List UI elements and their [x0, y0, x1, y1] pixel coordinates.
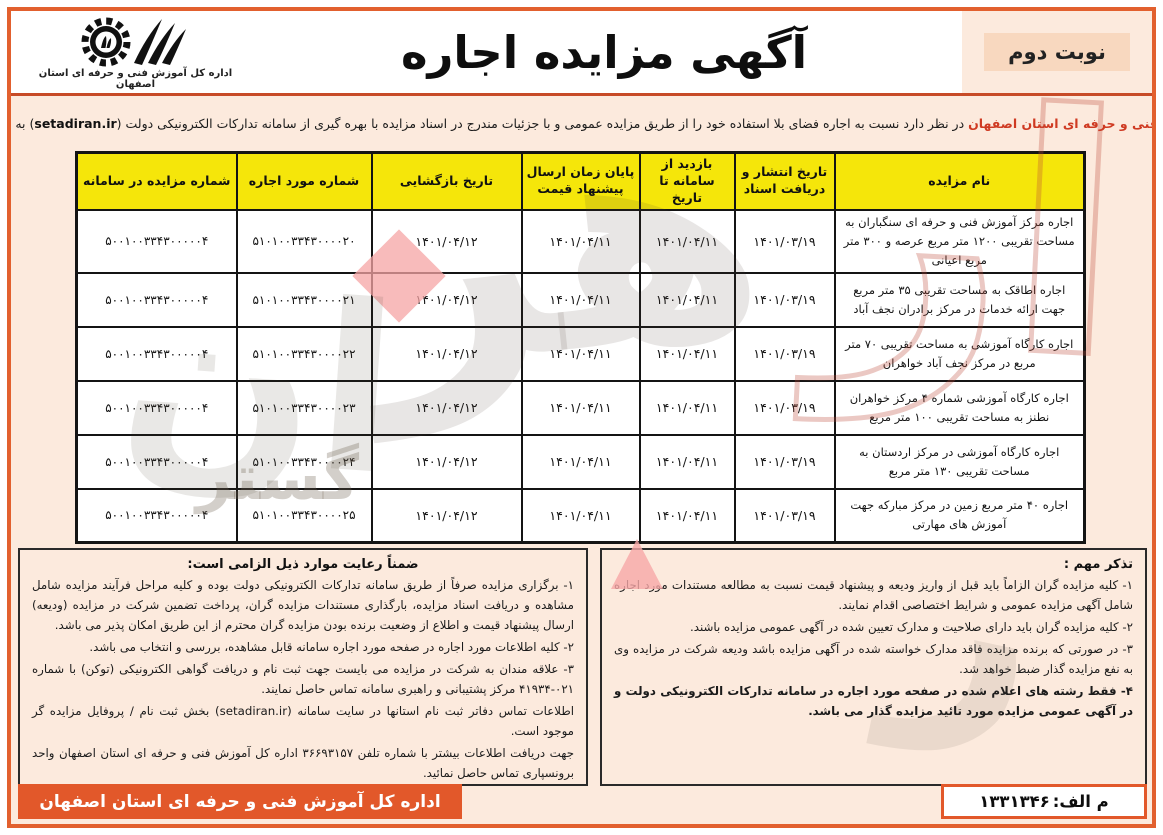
header-auction-name: نام مزایده	[833, 151, 1086, 211]
setadiran-site-text: setadiran.ir	[34, 115, 117, 131]
auction-number-cell: ۵۰۰۱۰۰۳۳۴۳۰۰۰۰۰۴	[75, 325, 238, 382]
bid-deadline-cell: ۱۴۰۱/۰۴/۱۱	[520, 433, 641, 490]
publish-date-cell: ۱۴۰۱/۰۳/۱۹	[733, 379, 836, 436]
condition-item: ۱- برگزاری مزایده صرفاً از طریق سامانه ت…	[32, 578, 574, 633]
remark-item: ۳- در صورتی که برنده مزایده فاقد مدارک خ…	[614, 642, 1133, 677]
mandatory-conditions-block: ضمناً رعایت موارد ذیل الزامی است: ۱- برگ…	[18, 548, 588, 786]
opening-date-cell: ۱۴۰۱/۰۴/۱۲	[370, 271, 523, 328]
header-auction-number: شماره مزایده در سامانه	[75, 151, 238, 211]
auction-number-cell: ۵۰۰۱۰۰۳۳۴۳۰۰۰۰۰۴	[75, 433, 238, 490]
opening-date-cell: ۱۴۰۱/۰۴/۱۲	[370, 379, 523, 436]
opening-date-cell: ۱۴۰۱/۰۴/۱۲	[370, 433, 523, 490]
header: اداره کل آموزش فنی و حرفه ای استان اصفها…	[11, 11, 1152, 96]
auction-table: نام مزایده تاریخ انتشار و دریافت اسناد ب…	[75, 151, 1086, 545]
rent-item-number-cell: ۵۱۰۱۰۰۳۳۴۳۰۰۰۰۲۲	[235, 325, 373, 382]
auction-number-cell: ۵۰۰۱۰۰۳۳۴۳۰۰۰۰۰۴	[75, 271, 238, 328]
visit-date-cell: ۱۴۰۱/۰۴/۱۱	[638, 325, 736, 382]
publish-date-cell: ۱۴۰۱/۰۳/۱۹	[733, 271, 836, 328]
bid-deadline-cell: ۱۴۰۱/۰۴/۱۱	[520, 379, 641, 436]
rent-item-number-cell: ۵۱۰۱۰۰۳۳۴۳۰۰۰۰۲۰	[235, 208, 373, 274]
header-publish-date: تاریخ انتشار و دریافت اسناد	[733, 151, 836, 211]
visit-date-cell: ۱۴۰۱/۰۴/۱۱	[638, 487, 736, 544]
org-logo: اداره کل آموزش فنی و حرفه ای استان اصفها…	[33, 15, 238, 90]
auction-number-cell: ۵۰۰۱۰۰۳۳۴۳۰۰۰۰۰۴	[75, 379, 238, 436]
visit-date-cell: ۱۴۰۱/۰۴/۱۱	[638, 433, 736, 490]
publish-date-cell: ۱۴۰۱/۰۳/۱۹	[733, 487, 836, 544]
header-bid-deadline: پایان زمان ارسال پیشنهاد قیمت	[520, 151, 641, 211]
opening-date-cell: ۱۴۰۱/۰۴/۱۲	[370, 325, 523, 382]
condition-item: ۳- علاقه مندان به شرکت در مزایده می بایس…	[32, 662, 574, 697]
remark-item: ۲- کلیه مزایده گران باید دارای صلاحیت و …	[690, 620, 1133, 635]
auction-number-cell: ۵۰۰۱۰۰۳۳۴۳۰۰۰۰۰۴	[75, 487, 238, 544]
publish-date-cell: ۱۴۰۱/۰۳/۱۹	[733, 208, 836, 274]
important-remarks-block: تذکر مهم : ۱- کلیه مزایده گران الزاماً ب…	[600, 548, 1147, 786]
bid-deadline-cell: ۱۴۰۱/۰۴/۱۱	[520, 325, 641, 382]
intro-tail: ) به شرح ذیل اقدام نماید.	[11, 115, 35, 131]
condition-item: اطلاعات تماس دفاتر ثبت نام استانها در سا…	[32, 704, 574, 739]
auction-name-cell: اجاره ۴۰ متر مربع زمین در مرکز مبارکه جه…	[833, 487, 1086, 544]
auction-name-cell: اجاره کارگاه آموزشی در مرکز اردستان به م…	[833, 433, 1086, 490]
rent-item-number-cell: ۵۱۰۱۰۰۳۳۴۳۰۰۰۰۲۵	[235, 487, 373, 544]
header-visit-date: بازدید از سامانه تا تاریخ	[638, 151, 736, 211]
opening-date-cell: ۱۴۰۱/۰۴/۱۲	[370, 208, 523, 274]
visit-date-cell: ۱۴۰۱/۰۴/۱۱	[638, 208, 736, 274]
ad-frame: اداره کل آموزش فنی و حرفه ای استان اصفها…	[7, 7, 1156, 828]
footer-org-bar: اداره کل آموزش فنی و حرفه ای استان اصفها…	[18, 784, 462, 819]
publish-date-cell: ۱۴۰۱/۰۳/۱۹	[733, 325, 836, 382]
edition-badge: نوبت دوم	[984, 33, 1130, 71]
intro-body: در نظر دارد نسبت به اجاره فضای بلا استفا…	[116, 115, 969, 131]
header-rent-item-number: شماره مورد اجاره	[235, 151, 373, 211]
gear-hand-logo-icon	[81, 17, 186, 67]
bid-deadline-cell: ۱۴۰۱/۰۴/۱۱	[520, 487, 641, 544]
mandatory-conditions-title: ضمناً رعایت موارد ذیل الزامی است:	[187, 557, 419, 572]
auction-name-cell: اجاره اطاقک به مساحت تقریبی ۳۵ متر مربع …	[833, 271, 1086, 328]
table-row: اجاره کارگاه آموزشی به مساحت تقریبی ۷۰ م…	[75, 325, 1086, 382]
opening-date-cell: ۱۴۰۱/۰۴/۱۲	[370, 487, 523, 544]
condition-item: ۲- کلیه اطلاعات مورد اجاره در صفحه مورد …	[89, 640, 574, 655]
visit-date-cell: ۱۴۰۱/۰۴/۱۱	[638, 271, 736, 328]
important-remarks-title: تذکر مهم :	[1063, 557, 1133, 572]
condition-item: جهت دریافت اطلاعات بیشتر با شماره تلفن ۳…	[32, 746, 574, 781]
publish-date-cell: ۱۴۰۱/۰۳/۱۹	[733, 433, 836, 490]
intro-row: اداره کل آموزش فنی و حرفه ای استان اصفها…	[11, 99, 1152, 147]
edition-zone: نوبت دوم	[962, 11, 1152, 93]
visit-date-cell: ۱۴۰۱/۰۴/۱۱	[638, 379, 736, 436]
header-opening-date: تاریخ بازگشایی	[370, 151, 523, 211]
page-title: آگهی مزایده اجاره	[400, 25, 808, 79]
table-row: اجاره کارگاه آموزشی در مرکز اردستان به م…	[75, 433, 1086, 490]
table-row: اجاره اطاقک به مساحت تقریبی ۳۵ متر مربع …	[75, 271, 1086, 328]
auction-name-cell: اجاره کارگاه آموزشی شماره ۴ مرکز خواهران…	[833, 379, 1086, 436]
malf-number: ۱۳۳۱۳۴۶	[979, 792, 1050, 811]
table-row: اجاره کارگاه آموزشی شماره ۴ مرکز خواهران…	[75, 379, 1086, 436]
table-header-row: نام مزایده تاریخ انتشار و دریافت اسناد ب…	[75, 151, 1086, 211]
logo-caption: اداره کل آموزش فنی و حرفه ای استان اصفها…	[38, 68, 233, 90]
auction-name-cell: اجاره کارگاه آموزشی به مساحت تقریبی ۷۰ م…	[833, 325, 1086, 382]
auction-name-cell: اجاره مرکز آموزش فنی و حرفه ای سنگباران …	[833, 208, 1086, 274]
table-row: اجاره ۴۰ متر مربع زمین در مرکز مبارکه جه…	[75, 487, 1086, 544]
rent-item-number-cell: ۵۱۰۱۰۰۳۳۴۳۰۰۰۰۲۳	[235, 379, 373, 436]
bid-deadline-cell: ۱۴۰۱/۰۴/۱۱	[520, 208, 641, 274]
rent-item-number-cell: ۵۱۰۱۰۰۳۳۴۳۰۰۰۰۲۱	[235, 271, 373, 328]
malf-label: م الف:	[1052, 792, 1109, 811]
remark-item: ۱- کلیه مزایده گران الزاماً باید قبل از …	[614, 578, 1133, 613]
intro-org-name: اداره کل آموزش فنی و حرفه ای استان اصفها…	[968, 115, 1156, 131]
remark-item: ۴- فقط رشته های اعلام شده در صفحه مورد ا…	[614, 684, 1133, 719]
table-row: اجاره مرکز آموزش فنی و حرفه ای سنگباران …	[75, 208, 1086, 274]
bid-deadline-cell: ۱۴۰۱/۰۴/۱۱	[520, 271, 641, 328]
malf-license-box: م الف: ۱۳۳۱۳۴۶	[941, 784, 1147, 819]
intro-sentence: اداره کل آموزش فنی و حرفه ای استان اصفها…	[11, 115, 1156, 131]
auction-number-cell: ۵۰۰۱۰۰۳۳۴۳۰۰۰۰۰۴	[75, 208, 238, 274]
rent-item-number-cell: ۵۱۰۱۰۰۳۳۴۳۰۰۰۰۲۴	[235, 433, 373, 490]
